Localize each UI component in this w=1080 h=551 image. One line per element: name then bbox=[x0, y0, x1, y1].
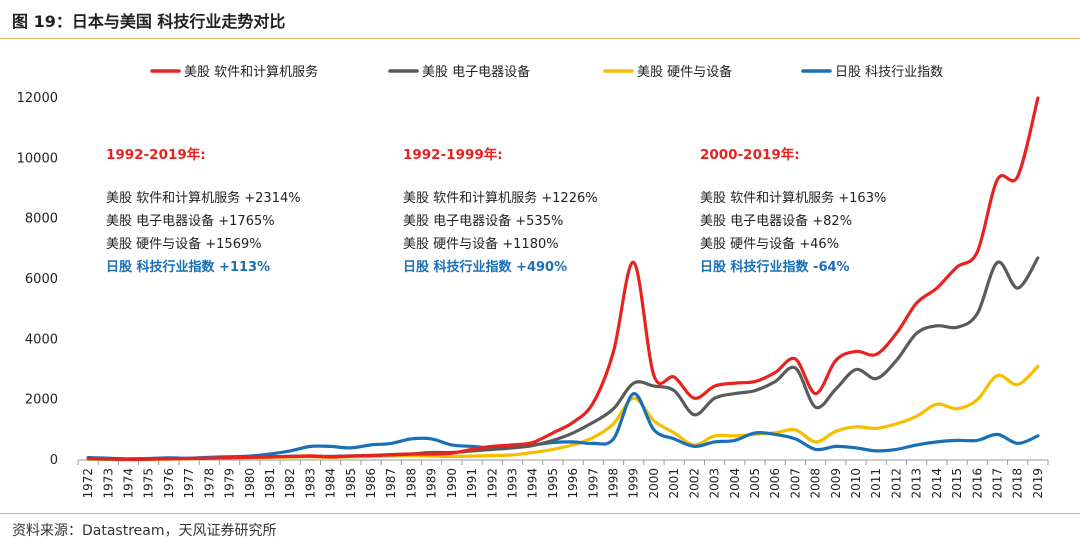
x-tick-label: 1999 bbox=[627, 468, 641, 499]
annotation-line: 美股 软件和计算机服务 +163% bbox=[700, 190, 886, 206]
x-tick-label: 2005 bbox=[748, 468, 762, 499]
annotation-heading: 1992-2019年: bbox=[106, 146, 206, 163]
x-tick-label: 1973 bbox=[101, 468, 115, 499]
x-tick-label: 1977 bbox=[182, 468, 196, 499]
x-tick-label: 1993 bbox=[505, 468, 519, 499]
x-tick-label: 1988 bbox=[404, 468, 418, 499]
figure-title: 图 19：日本与美国 科技行业走势对比 bbox=[12, 12, 286, 31]
annotation-line: 美股 软件和计算机服务 +1226% bbox=[403, 190, 598, 206]
x-tick-label: 1975 bbox=[142, 468, 156, 499]
x-tick-label: 2011 bbox=[869, 468, 883, 499]
x-tick-label: 2010 bbox=[849, 468, 863, 499]
legend-label: 美股 硬件与设备 bbox=[637, 64, 732, 80]
annotation-japan-line: 日股 科技行业指数 +113% bbox=[106, 259, 270, 275]
footer-divider bbox=[0, 513, 1080, 514]
annotation-line: 美股 软件和计算机服务 +2314% bbox=[106, 190, 301, 206]
x-tick-label: 2003 bbox=[708, 468, 722, 499]
annotation-line: 美股 硬件与设备 +1180% bbox=[403, 236, 559, 252]
legend-label: 美股 电子电器设备 bbox=[422, 64, 530, 80]
annotation-line: 美股 电子电器设备 +535% bbox=[403, 213, 563, 229]
annotation-line: 美股 硬件与设备 +1569% bbox=[106, 236, 262, 252]
x-tick-label: 2017 bbox=[990, 468, 1004, 499]
y-tick-label: 2000 bbox=[25, 393, 58, 408]
series-line-3 bbox=[86, 364, 1040, 462]
x-tick-label: 1976 bbox=[162, 468, 176, 499]
title-divider bbox=[0, 38, 1080, 39]
annotation-line: 美股 电子电器设备 +1765% bbox=[106, 213, 275, 229]
x-tick-label: 1998 bbox=[607, 468, 621, 499]
x-tick-label: 1996 bbox=[566, 468, 580, 499]
x-tick-label: 2013 bbox=[910, 468, 924, 499]
x-tick-label: 2014 bbox=[930, 468, 944, 499]
x-axis: 1972 1973 1974 1975 1976 1977 1978 1979 1980 1981… bbox=[77, 459, 1049, 499]
x-tick-label: 1979 bbox=[223, 468, 237, 499]
series-lines bbox=[86, 96, 1040, 462]
y-tick-label: 10000 bbox=[17, 151, 58, 166]
x-tick-label: 2016 bbox=[970, 468, 984, 499]
x-tick-label: 2008 bbox=[809, 468, 823, 499]
x-tick-label: 2007 bbox=[788, 468, 802, 499]
x-tick-label: 1978 bbox=[202, 468, 216, 499]
x-tick-label: 1974 bbox=[122, 468, 136, 499]
annotation-heading: 2000-2019年: bbox=[700, 146, 800, 163]
legend-label: 日股 科技行业指数 bbox=[835, 65, 943, 80]
x-tick-label: 1983 bbox=[303, 468, 317, 499]
x-tick-label: 1989 bbox=[425, 468, 439, 499]
annotation-heading: 1992-1999年: bbox=[403, 146, 503, 163]
y-tick-label: 0 bbox=[50, 453, 58, 468]
x-tick-label: 2009 bbox=[829, 468, 843, 499]
x-tick-label: 2012 bbox=[889, 468, 903, 499]
x-tick-label: 2018 bbox=[1011, 468, 1025, 499]
x-tick-label: 1982 bbox=[283, 468, 297, 499]
x-tick-label: 1984 bbox=[324, 468, 338, 499]
y-tick-label: 4000 bbox=[25, 332, 58, 347]
x-tick-label: 2015 bbox=[950, 468, 964, 499]
x-tick-label: 2004 bbox=[728, 468, 742, 499]
x-tick-label: 1997 bbox=[586, 468, 600, 499]
x-tick-label: 1986 bbox=[364, 468, 378, 499]
x-tick-label: 2000 bbox=[647, 468, 661, 499]
y-axis: 0 2000 4000 6000 8000 10000 12000 bbox=[17, 91, 58, 468]
chart-annotations: 1992-2019年: 美股 软件和计算机服务 +2314% 美股 电子电器设备 +… bbox=[106, 146, 886, 275]
source-note: 资料来源：Datastream，天风证券研究所 bbox=[12, 523, 277, 539]
annotation-line: 美股 硬件与设备 +46% bbox=[700, 236, 839, 252]
x-tick-label: 1995 bbox=[546, 468, 560, 499]
x-tick-label: 1972 bbox=[81, 468, 95, 499]
x-tick-label: 2001 bbox=[667, 468, 681, 499]
legend-label: 美股 软件和计算机服务 bbox=[184, 64, 318, 80]
annotation-line: 美股 电子电器设备 +82% bbox=[700, 213, 852, 229]
x-tick-label: 1987 bbox=[384, 468, 398, 499]
line-chart: 美股 软件和计算机服务 美股 电子电器设备 美股 硬件与设备 日股 科技行业指数 19… bbox=[17, 64, 1049, 499]
chart-legend: 美股 软件和计算机服务 美股 电子电器设备 美股 硬件与设备 日股 科技行业指数 bbox=[150, 64, 943, 80]
x-tick-label: 1985 bbox=[344, 468, 358, 499]
y-tick-label: 8000 bbox=[25, 212, 58, 227]
x-tick-label: 1981 bbox=[263, 468, 277, 499]
x-tick-label: 1992 bbox=[485, 468, 499, 499]
x-tick-label: 1991 bbox=[465, 468, 479, 499]
y-tick-label: 6000 bbox=[25, 272, 58, 287]
x-tick-label: 1980 bbox=[243, 468, 257, 499]
series-line-1 bbox=[86, 96, 1040, 461]
x-tick-label: 1990 bbox=[445, 468, 459, 499]
annotation-japan-line: 日股 科技行业指数 -64% bbox=[700, 259, 850, 275]
x-tick-label: 2019 bbox=[1031, 468, 1045, 499]
y-tick-label: 12000 bbox=[17, 91, 58, 106]
x-tick-label: 2002 bbox=[687, 468, 701, 499]
annotation-japan-line: 日股 科技行业指数 +490% bbox=[403, 259, 567, 275]
x-tick-label: 2006 bbox=[768, 468, 782, 499]
x-tick-label: 1994 bbox=[526, 468, 540, 499]
